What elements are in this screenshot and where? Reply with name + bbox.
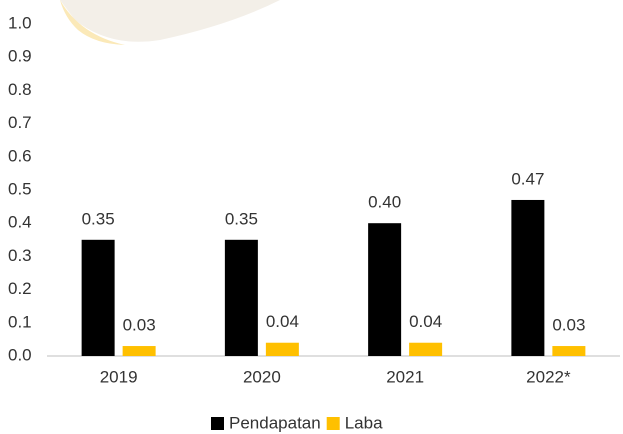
bar [552,346,586,356]
x-tick-label: 2022* [526,367,571,386]
legend-swatch [326,417,340,430]
bar [511,199,545,356]
y-tick-label: 0.4 [8,213,32,232]
y-tick-label: 0.7 [8,113,32,132]
data-label: 0.03 [552,316,585,335]
bar [122,346,156,356]
legend-label: Pendapatan [229,413,321,432]
data-label: 0.35 [225,209,258,228]
y-tick-label: 0.6 [8,146,32,165]
y-tick-label: 0.3 [8,246,32,265]
bar [81,239,115,356]
y-tick-label: 0.5 [8,179,32,198]
y-tick-label: 0.1 [8,312,32,331]
background-decoration [60,0,280,42]
data-label: 0.04 [266,312,299,331]
x-tick-label: 2021 [386,367,424,386]
data-label: 0.03 [123,316,156,335]
data-label: 0.35 [82,209,115,228]
y-tick-label: 0.0 [8,345,32,364]
bar [368,223,402,356]
y-tick-label: 0.2 [8,279,32,298]
bar [224,239,258,356]
y-tick-label: 0.9 [8,47,32,66]
background-decoration [60,0,125,45]
data-label: 0.40 [368,193,401,212]
y-tick-label: 1.0 [8,13,32,32]
data-label: 0.04 [409,312,442,331]
bar [265,342,299,356]
x-tick-label: 2020 [243,367,281,386]
bar [409,342,443,356]
legend-swatch [211,417,224,430]
data-label: 0.47 [511,169,544,188]
x-tick-label: 2019 [100,367,138,386]
legend-label: Laba [345,413,383,432]
y-tick-label: 0.8 [8,80,32,99]
